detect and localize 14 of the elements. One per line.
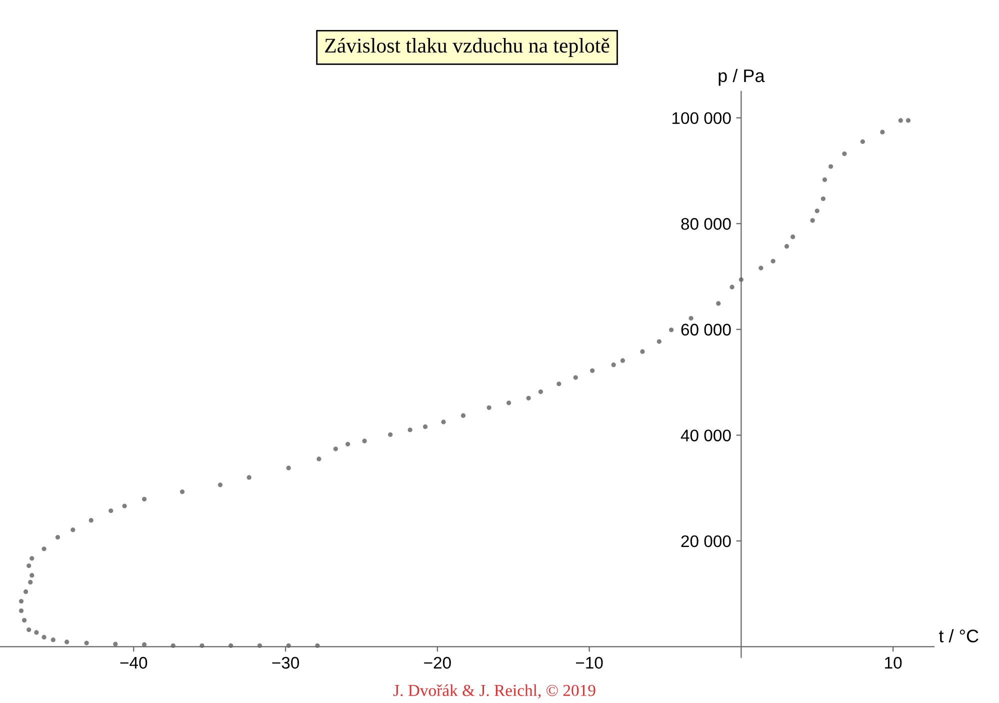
y-tick-label: 20 000	[681, 535, 731, 548]
y-tick-label: 40 000	[680, 430, 731, 442]
y-tick-label: 80 000	[681, 218, 731, 230]
chart-title: Závislost tlaku vzduchu na teplotě	[325, 38, 610, 57]
x-tick-label: −10	[576, 656, 603, 669]
y-tick-label: 100 000	[672, 112, 731, 124]
x-axis-title: t / °C	[939, 629, 978, 642]
y-tick-label: 60 000	[681, 324, 731, 336]
y-axis-title: p / Pa	[718, 68, 765, 86]
x-tick-label: −20	[424, 656, 451, 669]
text: J. Dvořák & J. Reichl, © 2019	[393, 684, 596, 698]
x-tick-label: −40	[120, 656, 148, 669]
x-tick-label: −30	[272, 656, 300, 669]
x-tick-label: 10	[885, 656, 902, 669]
